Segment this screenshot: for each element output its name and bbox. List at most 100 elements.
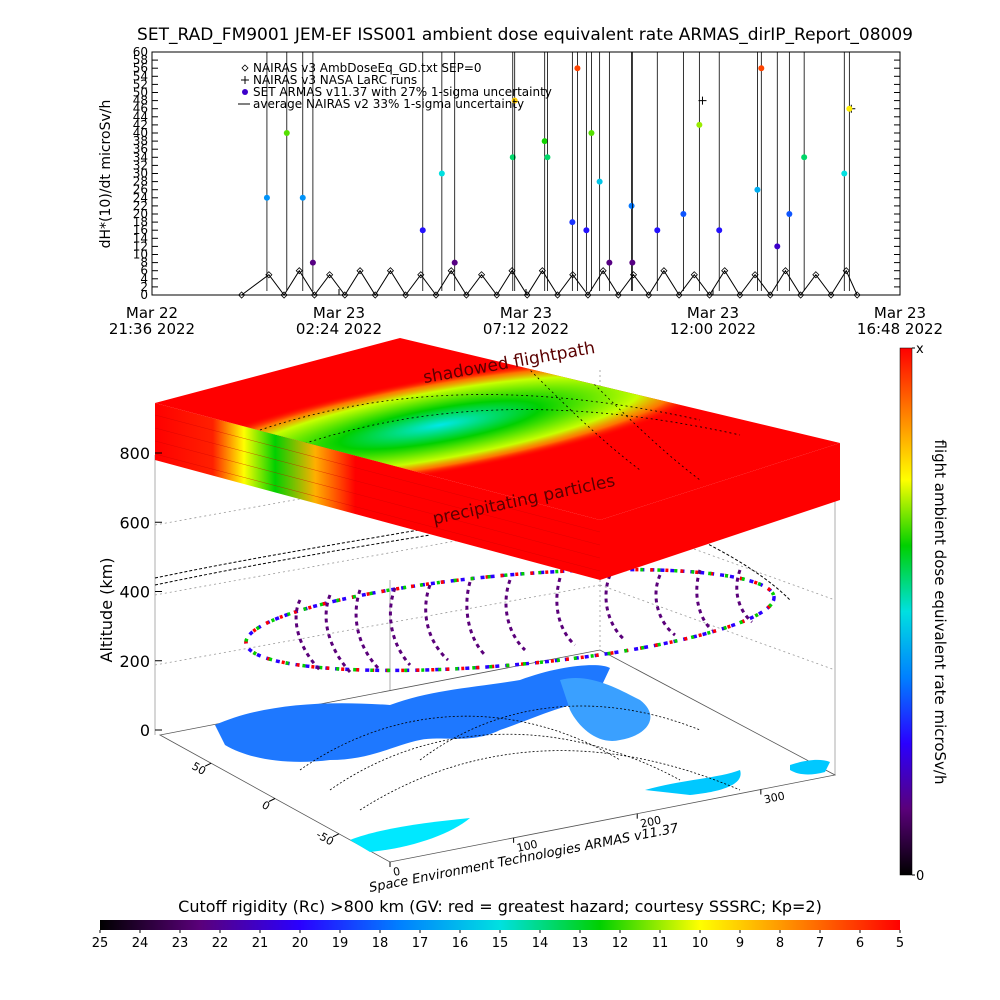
data-point (299, 194, 306, 201)
lat-tick-label: 0 (259, 798, 272, 813)
orbit-tracks (154, 527, 791, 674)
data-point (588, 130, 595, 136)
x-tick-label: Mar 23 07:12 2022 (483, 304, 569, 338)
y-tick-label: 16 (133, 223, 148, 237)
data-point (541, 138, 548, 145)
y-tick-label: 60 (133, 45, 148, 59)
point-marker (402, 291, 410, 299)
legend-label: NAIRAS v3 NASA LaRC runs (253, 73, 417, 87)
data-point (754, 186, 761, 193)
lon-tick-label: 300 (763, 789, 786, 806)
colorbar (100, 920, 900, 930)
data-point (511, 97, 518, 104)
y-tick-label: 38 (133, 134, 148, 148)
colorbar-tick-label: 14 (532, 936, 549, 951)
legend-label: SET ARMAS v11.37 with 27% 1-sigma uncert… (253, 85, 552, 99)
y-axis-label: dH*(10)/dt microSv/h (98, 100, 114, 249)
data-point (283, 130, 290, 136)
dose-slab (154, 338, 840, 580)
colorbar-label: flight ambient dose equivalent rate micr… (931, 440, 949, 785)
point-marker (690, 271, 698, 279)
data-point (596, 178, 603, 185)
data-point (419, 227, 426, 234)
legend-label: NAIRAS v3 AmbDoseEq_GD.txt SEP=0 (253, 61, 482, 75)
point-marker (386, 267, 394, 275)
point-marker (341, 291, 349, 299)
point-marker (310, 291, 319, 299)
colorbar-tick-label: 15 (492, 936, 509, 951)
y-tick-label: 42 (133, 118, 148, 132)
x-tick-label: Mar 22 21:36 2022 (109, 304, 195, 338)
y-tick-label: 12 (133, 239, 148, 253)
z-axis-label: Altitude (km) (97, 558, 116, 663)
data-point (629, 259, 636, 266)
data-point (309, 259, 316, 266)
y-tick-label: 30 (133, 167, 148, 181)
y-tick-label: 28 (133, 175, 148, 189)
point-marker (295, 267, 303, 275)
data-point (606, 259, 613, 266)
data-point (583, 227, 590, 234)
y-tick-label: 58 (133, 53, 148, 67)
legend-swatch (241, 64, 249, 72)
point-marker (660, 267, 668, 275)
y-tick-label: 2 (140, 280, 148, 294)
point-marker (599, 267, 607, 275)
x-tick-label: Mar 23 12:00 2022 (670, 304, 756, 338)
y-tick-label: 52 (133, 77, 148, 91)
colorbar-label: Cutoff rigidity (Rc) >800 km (GV: red = … (178, 897, 822, 916)
point-marker (508, 267, 516, 275)
colorbar-tick-label: 21 (252, 936, 269, 951)
colorbar-tick-label: 13 (572, 936, 589, 951)
data-point (654, 227, 661, 234)
colorbar-tick-label: 25 (92, 936, 109, 951)
colorbar-tick-label: x (916, 342, 924, 357)
point-marker (584, 291, 592, 299)
point-marker (614, 291, 622, 299)
z-tick-label: 600 (119, 513, 150, 532)
data-point (569, 219, 576, 226)
point-marker (797, 291, 805, 299)
colorbar-tick-label: 9 (736, 936, 744, 951)
lon-tick-label: 0 (392, 865, 402, 879)
point-marker (280, 291, 288, 299)
y-tick-label: 44 (133, 110, 148, 124)
legend-swatch (241, 76, 249, 84)
y-tick-label: 50 (133, 86, 148, 100)
lat-tick-label: -50 (314, 828, 336, 848)
data-point (696, 121, 703, 128)
lat-tick-label: 50 (189, 760, 208, 778)
map-plane (158, 649, 837, 863)
colorbar-tick-label: 6 (856, 936, 864, 951)
data-point (801, 154, 808, 161)
y-tick-label: 34 (133, 150, 148, 164)
point-marker (698, 96, 707, 105)
colorbar-tick-label: 22 (212, 936, 229, 951)
colorbar-tick-label: 5 (896, 936, 904, 951)
y-tick-label: 22 (133, 199, 148, 213)
point-marker (447, 267, 455, 275)
y-tick-label: 46 (133, 102, 148, 116)
y-tick-label: 36 (133, 142, 148, 156)
y-tick-label: 40 (133, 126, 148, 140)
y-tick-label: 14 (133, 231, 148, 245)
y-tick-label: 32 (133, 158, 148, 172)
data-point (438, 170, 445, 177)
colorbar-tick-label: 20 (292, 936, 309, 951)
point-marker (553, 291, 562, 299)
y-tick-label: 24 (133, 191, 148, 205)
data-point (758, 65, 765, 72)
point-marker (478, 271, 486, 279)
y-tick-label: 26 (133, 183, 148, 197)
lat-tick (268, 798, 276, 802)
y-tick-label: 54 (133, 69, 148, 83)
point-marker (781, 267, 790, 275)
data-point (544, 154, 551, 161)
colorbar-tick-label: 10 (692, 936, 709, 951)
colorbar-tick-label: 18 (372, 936, 389, 951)
data-point (263, 194, 270, 201)
y-tick-label: 10 (133, 248, 148, 262)
point-marker (721, 267, 729, 275)
y-tick-label: 18 (133, 215, 148, 229)
point-marker (705, 291, 714, 299)
